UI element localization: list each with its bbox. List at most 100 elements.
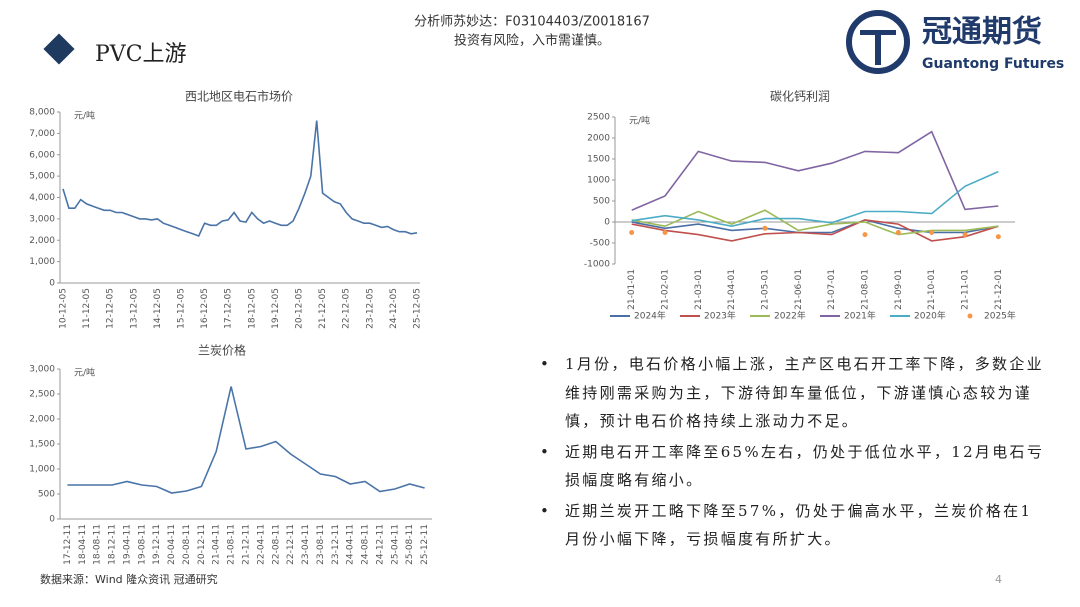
x-tick-label: 21-02-01 (661, 269, 671, 310)
legend-label: 2022年 (774, 310, 806, 322)
y-tick-label: -500 (590, 239, 611, 249)
legend-label: 2024年 (634, 310, 666, 322)
x-tick-label: 25-12-05 (413, 288, 423, 329)
y-tick-label: 1500 (587, 155, 610, 165)
slide-title: PVC上游 (95, 42, 187, 67)
point (895, 230, 901, 235)
x-tick-label: 21-10-01 (927, 269, 937, 310)
x-tick-label: 25-04-11 (390, 524, 400, 565)
line (631, 219, 999, 234)
y-tick-label: 1,000 (29, 257, 55, 267)
point (662, 230, 668, 235)
y-tick-label: 500 (38, 490, 55, 500)
x-tick-label: 21-08-01 (861, 269, 871, 310)
y-tick-label: 7,000 (29, 129, 55, 139)
x-tick-label: 18-04-11 (78, 524, 88, 565)
x-tick-label: 22-12-11 (286, 524, 296, 565)
y-tick-label: 3,000 (29, 365, 55, 375)
y-tick-label: 2,000 (29, 415, 55, 425)
line (62, 120, 418, 238)
logo-bar (860, 30, 896, 35)
y-tick-label: 1,500 (29, 440, 55, 450)
y-tick-label: 1,000 (29, 465, 55, 475)
logo-stem (875, 35, 881, 65)
point (929, 230, 935, 235)
legend-label: 2023年 (704, 310, 736, 322)
y-tick-label: 5,000 (29, 172, 55, 182)
x-tick-label: 23-08-11 (316, 524, 326, 565)
chart-title: 西北地区电石市场价 (185, 89, 293, 104)
x-tick-label: 22-04-11 (256, 524, 266, 565)
x-tick-label: 24-12-05 (389, 288, 399, 329)
x-tick-label: 21-04-11 (212, 524, 222, 565)
y-tick-label: 0 (49, 515, 55, 525)
x-tick-label: 21-05-01 (761, 269, 771, 310)
line (67, 386, 425, 494)
x-tick-label: 21-12-11 (242, 524, 252, 565)
x-tick-label: 23-04-11 (301, 524, 311, 565)
x-tick-label: 22-08-11 (271, 524, 281, 565)
bullet: 近期兰炭开工略下降至57%，仍处于偏高水平，兰炭价格在1月份小幅下降，亏损幅度有… (540, 497, 1045, 554)
point (762, 225, 768, 231)
x-tick-label: 19-12-05 (271, 288, 281, 329)
y-tick-label: 2,000 (29, 236, 55, 246)
y-tick-label: 1000 (587, 176, 610, 186)
logo-ring (846, 10, 910, 74)
legend-swatch (967, 313, 973, 319)
line (631, 209, 999, 236)
x-tick-label: 21-08-11 (227, 524, 237, 565)
x-tick-label: 21-01-01 (627, 269, 637, 310)
page-number: 4 (995, 573, 1002, 586)
x-tick-label: 21-12-05 (318, 288, 328, 329)
disclaimer: 投资有风险，入市需谨慎。 (454, 33, 610, 49)
unit-label: 元/吨 (74, 367, 95, 379)
title-diamond (43, 33, 75, 65)
x-tick-label: 24-08-11 (361, 524, 371, 565)
y-tick-label: 8,000 (29, 108, 55, 118)
x-tick-label: 14-12-05 (153, 288, 163, 329)
y-tick-label: 2,500 (29, 390, 55, 400)
line (631, 130, 999, 211)
legend-label: 2021年 (844, 310, 876, 322)
y-tick-label: -1000 (584, 260, 610, 270)
x-tick-label: 19-12-11 (152, 524, 162, 565)
x-tick-label: 24-12-11 (375, 524, 385, 565)
y-tick-label: 500 (593, 197, 610, 207)
x-tick-label: 20-12-05 (295, 288, 305, 329)
chart-title: 兰炭价格 (198, 343, 246, 358)
y-tick-label: 6,000 (29, 150, 55, 160)
logo-en: Guantong Futures (922, 56, 1064, 72)
y-tick-label: 2000 (587, 134, 610, 144)
source: 数据来源：Wind 隆众资讯 冠通研究 (40, 572, 218, 586)
x-tick-label: 20-08-11 (182, 524, 192, 565)
x-tick-label: 24-04-11 (346, 524, 356, 565)
x-tick-label: 19-04-11 (122, 524, 132, 565)
x-tick-label: 25-08-11 (405, 524, 415, 565)
bullet: 近期电石开工率降至65%左右，仍处于低位水平，12月电石亏损幅度略有缩小。 (540, 438, 1045, 495)
x-tick-label: 21-06-01 (794, 269, 804, 310)
x-tick-label: 10-12-05 (58, 288, 68, 329)
unit-label: 元/吨 (629, 115, 650, 127)
y-tick-label: 0 (49, 279, 55, 289)
x-tick-label: 17-12-05 (224, 288, 234, 329)
x-tick-label: 20-12-11 (197, 524, 207, 565)
x-tick-label: 21-03-01 (694, 269, 704, 310)
x-tick-label: 18-08-11 (93, 524, 103, 565)
y-tick-label: 4,000 (29, 193, 55, 203)
x-tick-label: 12-12-05 (106, 288, 116, 329)
x-tick-label: 21-09-01 (894, 269, 904, 310)
point (629, 230, 635, 235)
x-tick-label: 18-12-05 (247, 288, 257, 329)
x-tick-label: 16-12-05 (200, 288, 210, 329)
line (631, 170, 999, 228)
x-tick-label: 15-12-05 (176, 288, 186, 329)
chart-title: 碳化钙利润 (770, 90, 830, 104)
x-tick-label: 20-04-11 (167, 524, 177, 565)
x-tick-label: 23-12-05 (365, 288, 375, 329)
x-tick-label: 22-12-05 (342, 288, 352, 329)
point (962, 232, 968, 238)
